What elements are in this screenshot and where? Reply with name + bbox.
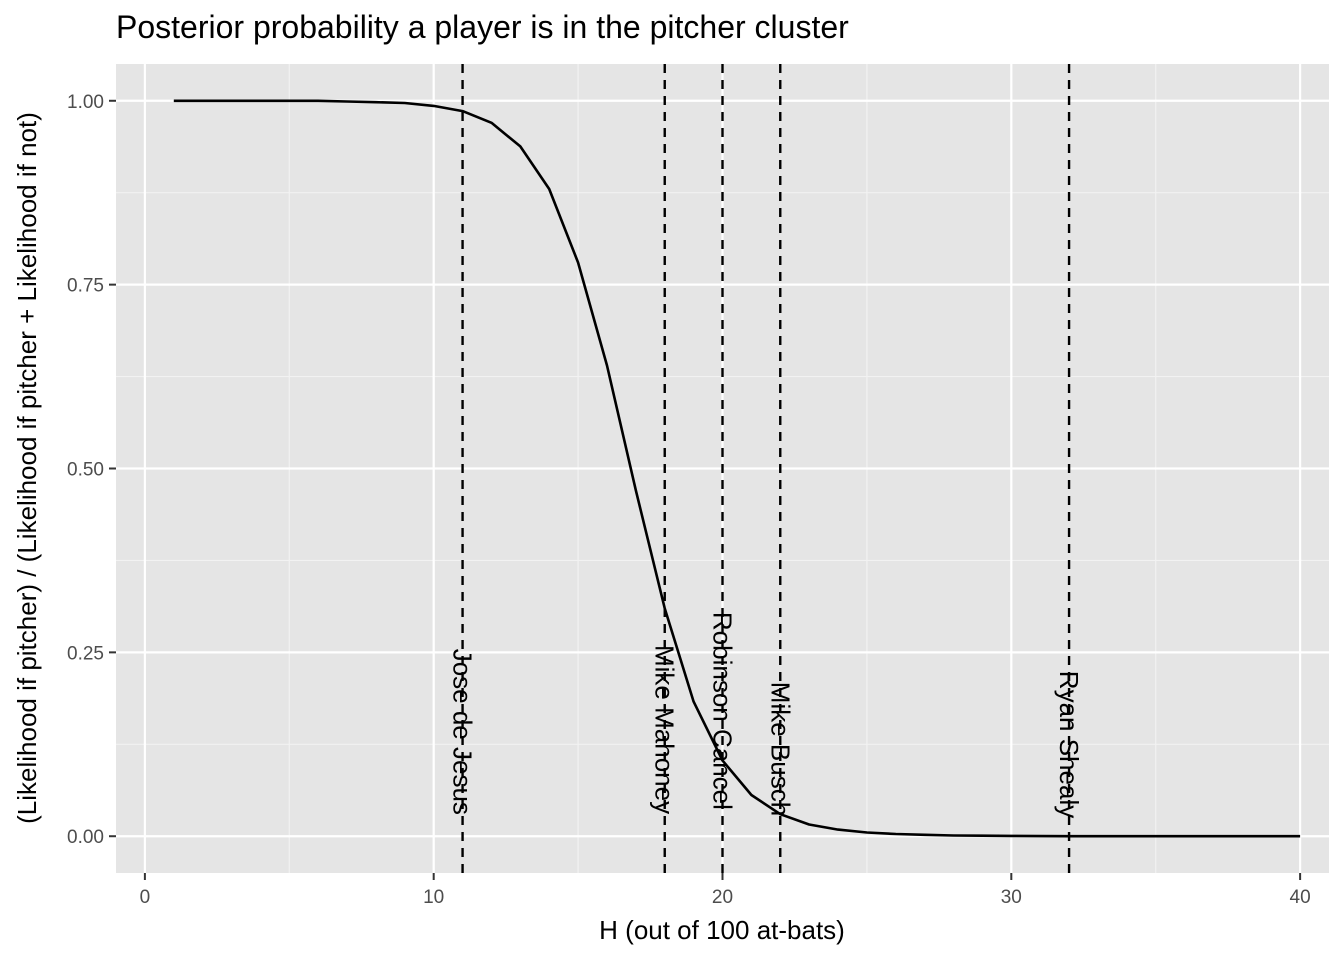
y-axis-title: (Likelihood if pitcher) / (Likelihood if…	[12, 112, 42, 824]
player-label: Mike Mahoney	[650, 645, 680, 814]
x-tick-label: 30	[1001, 887, 1022, 908]
x-tick-label: 10	[423, 887, 444, 908]
x-tick-label: 0	[140, 887, 151, 908]
x-axis-title: H (out of 100 at-bats)	[599, 915, 845, 945]
x-tick-label: 40	[1290, 887, 1311, 908]
y-tick-label: 0.00	[67, 827, 104, 848]
y-tick-label: 1.00	[67, 92, 104, 113]
y-axis: 0.00 0.25 0.50 0.75 1.00	[67, 92, 116, 848]
player-label: Jose de Jesus	[448, 649, 478, 815]
reference-lines: Jose de Jesus Mike Mahoney Robinson Cancel…	[448, 64, 1084, 873]
x-axis: 0 10 20 30 40	[140, 873, 1311, 908]
posterior-curve	[173, 99, 1301, 838]
curve-layer	[173, 99, 1301, 838]
y-tick-label: 0.50	[67, 460, 104, 481]
y-tick-label: 0.75	[67, 276, 104, 297]
player-label: Robinson Cancel	[708, 612, 738, 810]
x-tick-label: 20	[712, 887, 733, 908]
y-tick-label: 0.25	[67, 643, 104, 664]
chart-title: Posterior probability a player is in the…	[116, 9, 849, 45]
player-label: Mike Busch	[765, 682, 795, 816]
player-label: Ryan Shealy	[1054, 671, 1084, 818]
